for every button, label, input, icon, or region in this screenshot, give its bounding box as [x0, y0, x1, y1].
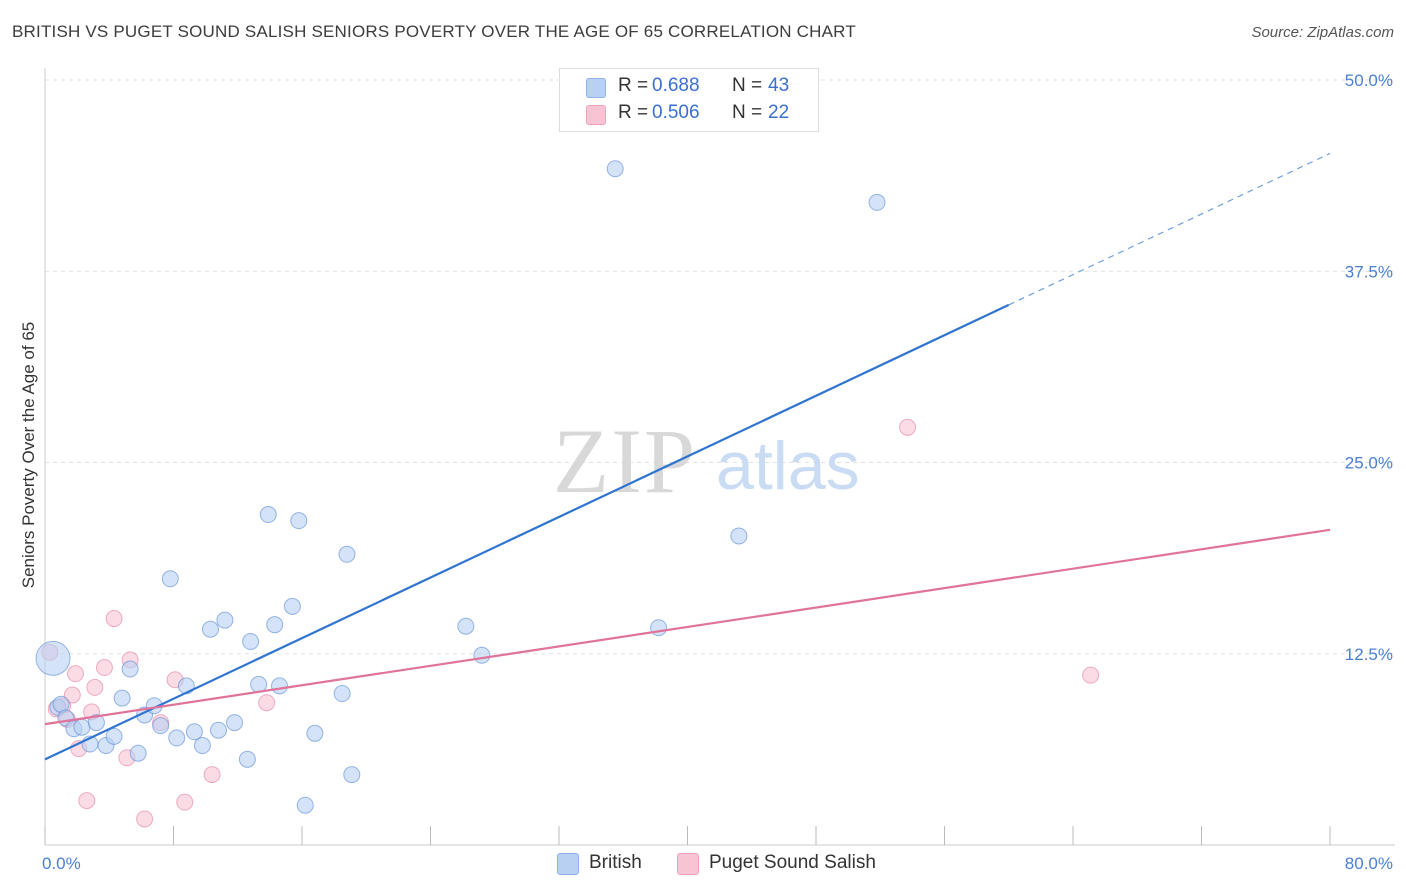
british-point — [201, 620, 219, 638]
data-points — [35, 160, 1100, 828]
n-label: N = — [732, 75, 763, 96]
y-tick-labels: 12.5% 25.0% 37.5% 50.0% — [1345, 71, 1393, 664]
british-swatch — [586, 78, 606, 98]
british-point — [113, 689, 131, 707]
y-axis-label: Seniors Poverty Over the Age of 65 — [19, 322, 38, 588]
british-point — [283, 597, 301, 615]
british-point — [271, 677, 289, 695]
british-point — [209, 721, 227, 739]
y-tick-label: 50.0% — [1345, 71, 1393, 90]
salish-legend-swatch — [677, 853, 699, 875]
salish-point — [1082, 666, 1100, 684]
salish-point — [63, 686, 81, 704]
british-point — [259, 506, 277, 524]
stats-legend: R = 0.688 N = 43 R = 0.506 N = 22 — [559, 68, 819, 132]
r-value: 0.506 — [652, 102, 700, 123]
british-point — [216, 611, 234, 629]
british-trend-line — [44, 303, 1010, 761]
british-point — [129, 744, 147, 762]
r-value: 0.688 — [652, 75, 700, 96]
x-tick-label: 0.0% — [42, 854, 81, 873]
british-point — [168, 729, 186, 747]
y-tick-label: 12.5% — [1345, 645, 1393, 664]
british-point — [35, 640, 71, 676]
salish-point — [78, 792, 96, 810]
salish-point — [86, 678, 104, 696]
british-legend-swatch — [557, 853, 579, 875]
british-point — [121, 660, 139, 678]
british-point — [730, 527, 748, 545]
grid-lines — [45, 79, 1395, 655]
salish-point — [95, 659, 113, 677]
watermark: ZIP atlas — [553, 410, 860, 512]
salish-point — [258, 694, 276, 712]
salish-point — [136, 810, 154, 828]
british-point — [650, 619, 668, 637]
salish-point — [105, 610, 123, 628]
salish-point — [176, 793, 194, 811]
salish-trend-line — [44, 528, 1331, 726]
salish-point — [67, 665, 85, 683]
legend-label: British — [589, 852, 642, 873]
trend-lines — [44, 152, 1331, 761]
salish-point — [203, 766, 221, 784]
british-point — [161, 570, 179, 588]
n-value: 22 — [768, 102, 790, 123]
r-label: R = — [618, 102, 649, 123]
british-trend-extension — [1008, 152, 1331, 306]
r-label: R = — [618, 75, 649, 96]
british-point — [338, 545, 356, 563]
salish-point — [899, 418, 917, 436]
british-point — [105, 727, 123, 745]
y-tick-label: 25.0% — [1345, 454, 1393, 473]
n-label: N = — [732, 102, 763, 123]
british-point — [306, 724, 324, 742]
british-point — [73, 718, 91, 736]
salish-swatch — [586, 105, 606, 125]
british-point — [266, 616, 284, 634]
source-label: Source: ZipAtlas.com — [1251, 24, 1394, 41]
british-point — [193, 737, 211, 755]
x-tick-labels: 0.0% 80.0% — [42, 854, 1393, 873]
legend-label: Puget Sound Salish — [709, 852, 876, 873]
british-point — [185, 723, 203, 741]
british-point — [226, 714, 244, 732]
british-point — [152, 717, 170, 735]
axes — [44, 68, 1395, 846]
british-point — [473, 646, 491, 664]
x-tick-label: 80.0% — [1345, 854, 1393, 873]
british-point — [606, 160, 624, 178]
watermark-zip: ZIP — [553, 410, 697, 512]
british-point — [457, 617, 475, 635]
british-point — [242, 633, 260, 651]
n-value: 43 — [768, 75, 790, 96]
british-point — [868, 193, 886, 211]
british-point — [238, 750, 256, 768]
british-point — [290, 512, 308, 530]
british-point — [296, 796, 314, 814]
watermark-atlas: atlas — [716, 428, 860, 504]
chart-title: BRITISH VS PUGET SOUND SALISH SENIORS PO… — [12, 22, 856, 41]
british-point — [343, 766, 361, 784]
british-point — [87, 714, 105, 732]
y-tick-label: 37.5% — [1345, 262, 1393, 281]
british-point — [333, 685, 351, 703]
